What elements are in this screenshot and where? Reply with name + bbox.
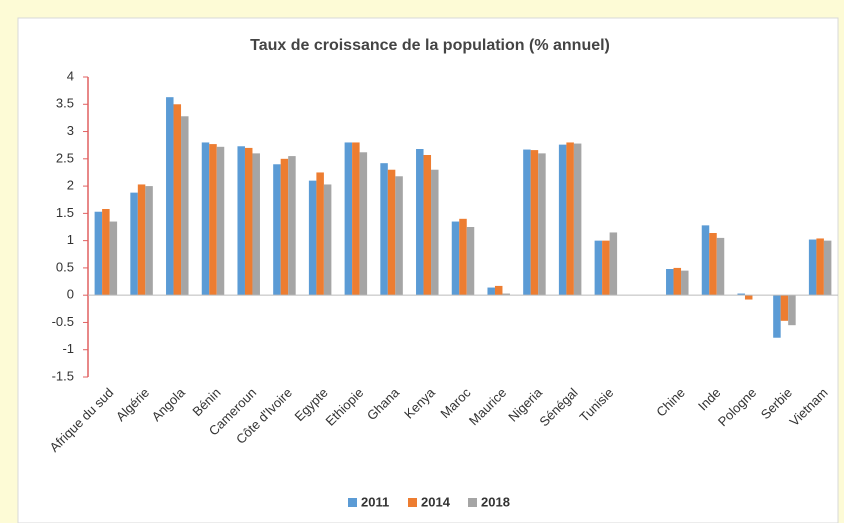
bar xyxy=(530,150,539,296)
bar xyxy=(109,221,118,296)
bar xyxy=(466,227,475,296)
bar xyxy=(459,218,467,296)
y-tick-label: 3.5 xyxy=(56,96,74,111)
y-tick-label: -1.5 xyxy=(52,368,74,383)
bar xyxy=(487,287,495,296)
legend-swatch xyxy=(348,498,357,507)
bar xyxy=(145,186,153,296)
legend-label: 2018 xyxy=(481,494,510,509)
bar xyxy=(594,240,603,296)
bar xyxy=(288,156,296,296)
bar xyxy=(502,293,510,296)
bar xyxy=(137,184,146,296)
y-tick-label: 2 xyxy=(67,178,74,193)
bar xyxy=(209,144,217,296)
bar xyxy=(566,142,574,296)
legend-label: 2014 xyxy=(421,494,451,509)
y-tick-label: 0.5 xyxy=(56,259,74,274)
bar xyxy=(130,192,138,296)
bar xyxy=(701,225,710,296)
bar xyxy=(602,240,610,296)
bar xyxy=(666,269,674,296)
bar xyxy=(681,270,689,296)
bar xyxy=(344,142,353,296)
bar xyxy=(744,295,753,300)
bar xyxy=(788,295,796,326)
bar xyxy=(431,169,439,296)
bar xyxy=(451,221,460,296)
y-tick-label: 1 xyxy=(67,232,74,247)
bar xyxy=(237,146,245,296)
bar xyxy=(395,176,403,296)
legend-swatch xyxy=(408,498,417,507)
legend-swatch xyxy=(468,498,477,507)
y-tick-label: -1 xyxy=(62,341,74,356)
bar xyxy=(308,180,317,296)
y-tick-label: 3 xyxy=(67,123,74,138)
y-tick-label: 4 xyxy=(67,68,74,83)
bar xyxy=(423,155,432,296)
bar xyxy=(273,164,281,296)
bar xyxy=(673,267,682,296)
bar xyxy=(773,295,781,338)
bar xyxy=(808,239,817,296)
bar xyxy=(252,153,260,296)
bar xyxy=(558,144,567,296)
bar xyxy=(201,142,210,296)
bar xyxy=(102,209,110,296)
bar xyxy=(352,142,360,296)
bar xyxy=(716,237,725,296)
bar xyxy=(523,149,531,296)
bar xyxy=(780,295,789,321)
bar xyxy=(181,116,189,296)
bar xyxy=(380,163,388,296)
y-tick-label: 2.5 xyxy=(56,150,74,165)
bar xyxy=(94,211,103,296)
bar xyxy=(244,147,253,296)
bar xyxy=(816,238,824,296)
y-tick-label: -0.5 xyxy=(52,314,74,329)
bar xyxy=(609,232,618,296)
bar xyxy=(323,184,332,296)
legend-label: 2011 xyxy=(361,494,389,509)
bar xyxy=(316,172,324,296)
bar xyxy=(823,240,832,296)
y-tick-label: 1.5 xyxy=(56,205,74,220)
bar xyxy=(173,104,182,296)
bar xyxy=(359,152,368,296)
bar xyxy=(737,293,745,296)
bar xyxy=(494,285,503,296)
bar xyxy=(166,97,174,296)
bar xyxy=(387,169,396,296)
bar xyxy=(709,233,717,296)
y-tick-label: 0 xyxy=(67,287,74,302)
bar xyxy=(538,153,546,296)
bar xyxy=(573,143,582,296)
chart-title: Taux de croissance de la population (% a… xyxy=(250,37,610,54)
bar xyxy=(416,149,424,296)
bar xyxy=(280,158,289,296)
bar xyxy=(216,146,225,296)
